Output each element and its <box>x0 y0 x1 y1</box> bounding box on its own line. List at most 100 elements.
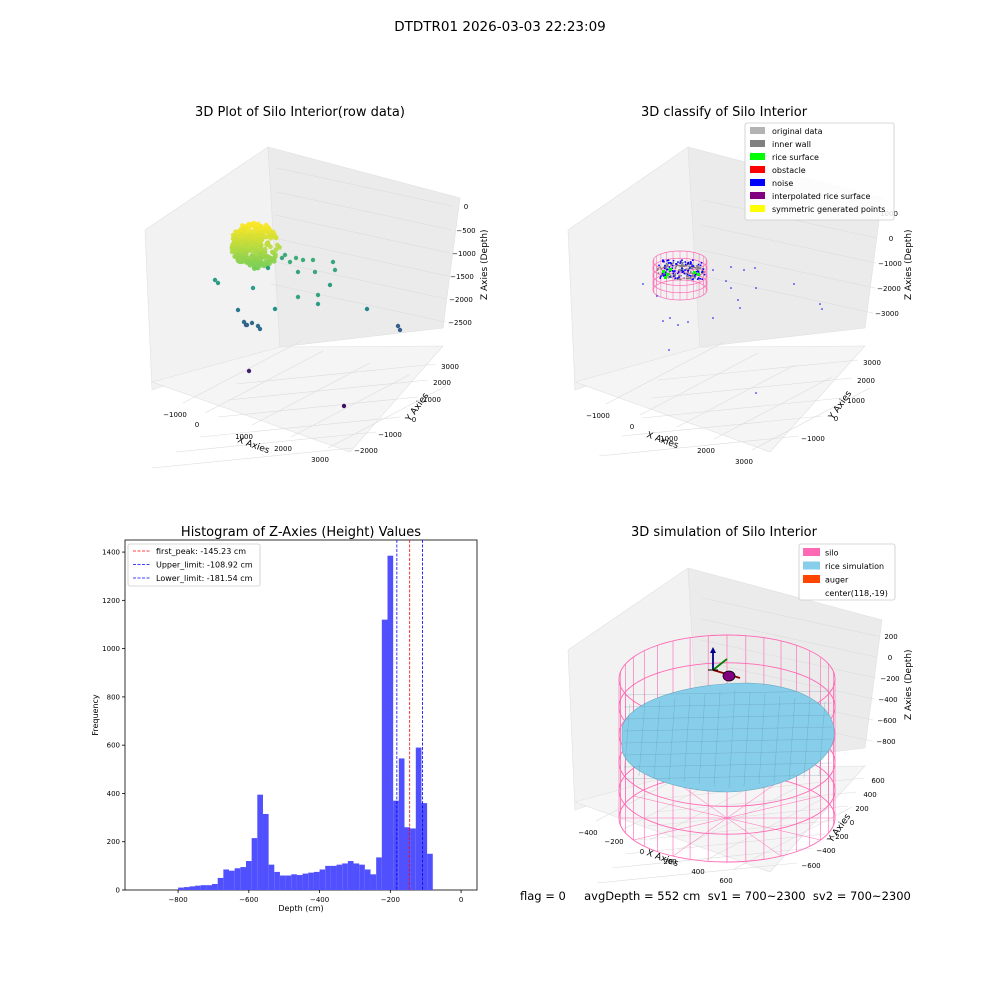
panel3-legend-label: first_peak: -145.23 cm <box>156 547 246 556</box>
panel4-ztick-label: −400 <box>878 696 897 704</box>
panel2-inner-wall-point <box>670 264 672 266</box>
panel2-noise-point <box>662 274 665 277</box>
panel1-x-gridline <box>290 374 410 438</box>
panel1-z-gridline <box>271 260 448 300</box>
panel2-x-gridline <box>639 352 759 416</box>
panel1-point <box>282 252 288 258</box>
panel2-noise-point <box>676 277 679 279</box>
panel2-inner-wall-point <box>681 264 684 267</box>
panel3-histogram-bar <box>421 803 428 890</box>
panel1-point <box>259 237 265 243</box>
panel4-rice-mesh-line <box>758 693 766 785</box>
panel2-noise-point <box>670 262 672 265</box>
panel3-ytick-label: 800 <box>107 693 120 701</box>
panel1-x-gridline <box>251 362 371 426</box>
panel2-noise-point <box>725 280 727 282</box>
panel1-point <box>397 327 403 333</box>
panel1-point <box>295 294 301 300</box>
panel1-point <box>272 306 278 312</box>
panel2-legend-label: rice surface <box>772 153 819 162</box>
panel2-noise-point <box>656 295 658 297</box>
panel2-inner-wall-point <box>678 274 680 277</box>
panel2-inner-wall-point <box>693 266 696 269</box>
panel2-noise-point <box>664 273 667 276</box>
panel2-inner-wall-point <box>681 264 683 266</box>
panel1-xtick-label: 0 <box>195 421 199 429</box>
panel1-ytick-label: 3000 <box>441 363 459 371</box>
panel2-x-gridline <box>605 341 725 405</box>
panel2-inner-wall-point <box>691 275 694 278</box>
panel2-inner-wall-point <box>679 265 682 267</box>
panel1-point <box>252 223 257 229</box>
panel4-auger <box>708 647 741 682</box>
panel4-ytick-label: −200 <box>829 833 848 841</box>
panel2-inner-wall-point <box>679 278 682 281</box>
panel1-point <box>295 269 301 275</box>
panel4-legend-frame <box>798 543 896 601</box>
panel2-xtick-label: 0 <box>630 423 634 431</box>
panel1-xticks: −1000 0 1000 2000 3000 <box>163 411 329 464</box>
panel4-rice-mesh-line <box>623 714 833 720</box>
panel1-y-gridline <box>227 379 429 401</box>
panel2-inner-wall-point <box>656 269 659 271</box>
panel4-ytick-label: 600 <box>871 777 884 785</box>
panel4-rice-mesh-line <box>698 693 706 785</box>
panel2-noise-point <box>690 262 692 264</box>
panel1-point <box>249 320 255 326</box>
panel2-noise-point <box>681 271 684 274</box>
panel4-z-gridline <box>698 660 875 700</box>
panel2-noise-point <box>743 269 745 271</box>
panel2-panes <box>567 146 883 453</box>
panel1-point <box>246 244 252 250</box>
panel3-ytick-label: 200 <box>107 838 120 846</box>
panel2-noise-point <box>689 267 691 269</box>
panel4-rice-mesh-line <box>728 689 736 789</box>
panel2-noise-point <box>737 299 739 301</box>
panel2-inner-wall-point <box>666 265 669 267</box>
panel2-noise-point <box>672 259 675 262</box>
panel1-point <box>243 251 249 257</box>
panel2-noise-point <box>664 264 666 267</box>
panel4-z-gridline <box>700 618 877 658</box>
panel3-histogram-bar <box>183 887 190 890</box>
panel2-noise-point <box>703 273 706 276</box>
panel1-point <box>212 277 218 283</box>
panel3-ytick-label: 400 <box>107 790 120 798</box>
panel1-point <box>262 234 268 240</box>
panel1-point <box>215 280 221 286</box>
panel2-legend-label: interpolated rice surface <box>772 192 870 201</box>
panel2-noise-point <box>691 265 693 267</box>
panel1-zticks: 0 −500 −1000 −1500 −2000 −2500 <box>448 203 476 327</box>
panel3-histogram-bar <box>223 869 230 890</box>
panel2-xtick-label: 1000 <box>660 435 678 443</box>
panel2-points <box>642 259 823 394</box>
panel2-inner-wall-point <box>663 273 665 275</box>
panel2-noise-point <box>684 261 687 263</box>
panel2-noise-point <box>671 264 674 267</box>
panel2-inner-wall-point <box>687 271 689 274</box>
panel1-point <box>253 260 258 266</box>
panel1-point <box>332 267 338 273</box>
panel2-noise-point <box>658 264 660 267</box>
panel2-noise-point <box>689 263 692 265</box>
panel2-noise-point <box>821 308 823 310</box>
panel1-x-gridline <box>327 385 447 449</box>
panel2-x-gridline <box>676 364 796 428</box>
panel3-ytick-label: 1000 <box>102 645 120 653</box>
panel2-inner-wall-point <box>697 266 700 268</box>
panel1-y-gridline <box>151 447 353 469</box>
panel2-noise-point <box>686 273 689 276</box>
panel2-inner-wall-point <box>687 275 689 278</box>
panel2-ytick-label: 3000 <box>863 359 881 367</box>
panel2-inner-wall-point <box>674 267 677 269</box>
panel1-point <box>240 256 246 262</box>
panel3-histogram-bar <box>212 883 218 890</box>
panel2-noise-point <box>793 283 795 285</box>
panel2-noise-point <box>672 272 674 275</box>
panel4-x-gridline <box>733 806 853 870</box>
panel1-ztick-label: 0 <box>464 203 468 211</box>
panel1-point <box>300 257 306 263</box>
panel1-point <box>238 248 244 254</box>
panel2-ztick-label: 0 <box>889 235 893 243</box>
